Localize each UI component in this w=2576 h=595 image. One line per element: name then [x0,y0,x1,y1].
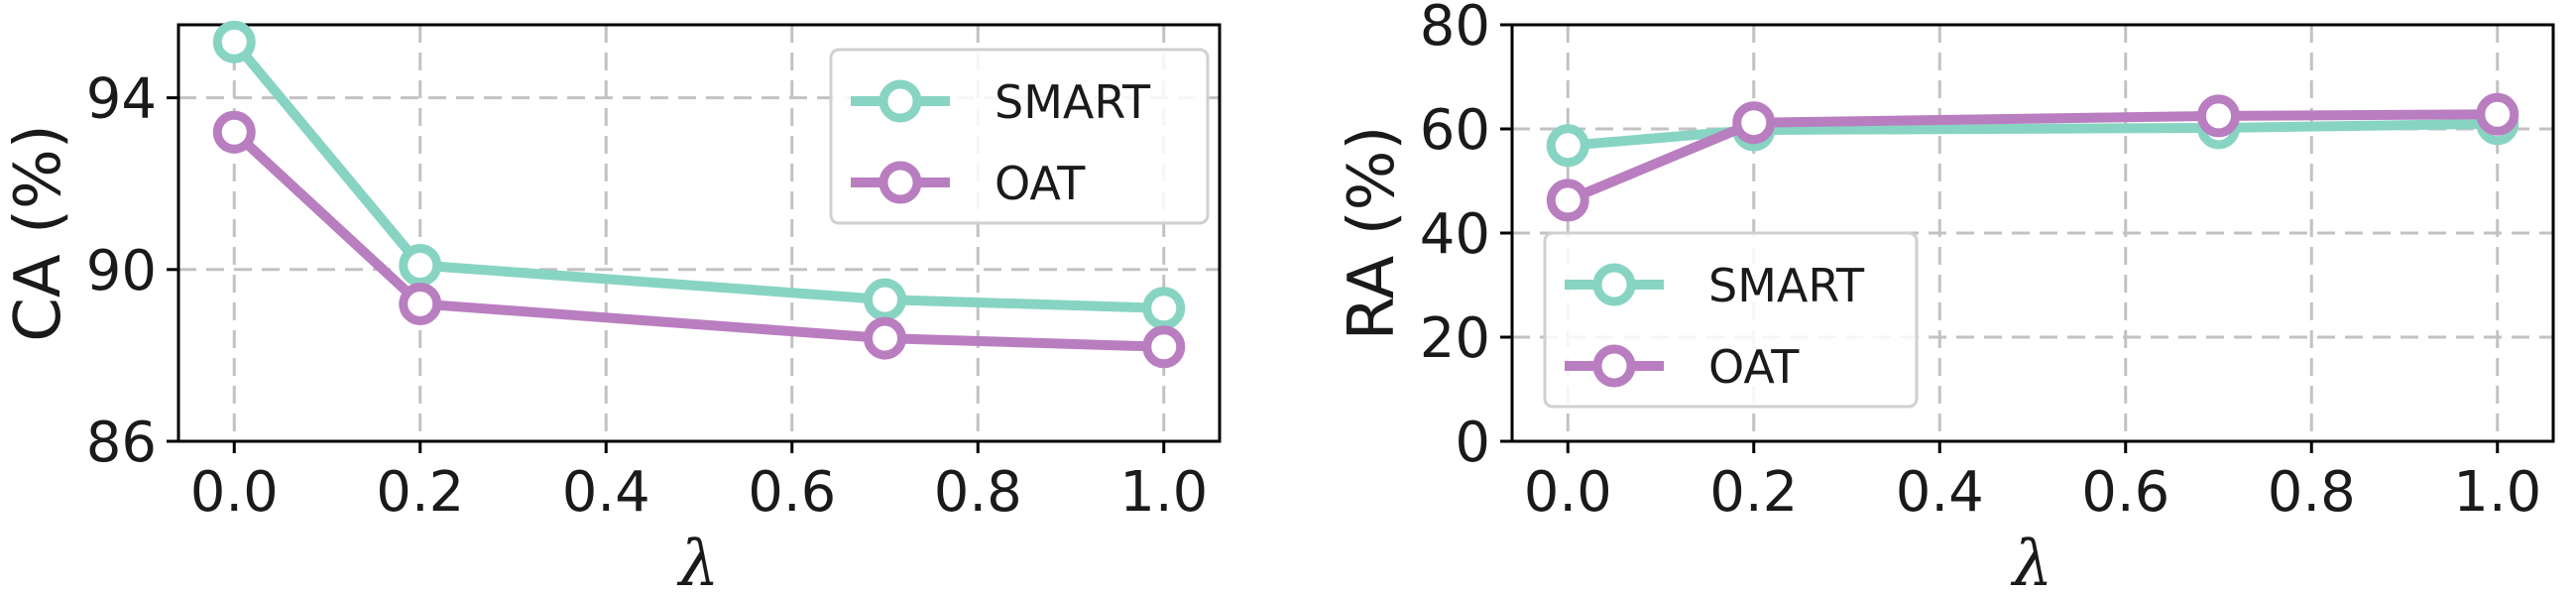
data-point-oat [1546,178,1589,222]
data-point-oat [2197,94,2240,138]
x-tick-label: 0.8 [2268,460,2356,525]
x-axis-label: λ [2010,528,2053,595]
y-tick-label: 90 [86,239,157,303]
x-tick-label: 1.0 [2453,460,2541,525]
x-tick-label: 0.4 [1896,460,1984,525]
y-tick-label: 0 [1455,411,1490,475]
y-tick-label: 60 [1420,98,1490,163]
data-point-oat [1732,101,1776,145]
x-tick-label: 0.2 [376,460,464,525]
data-point-smart [399,243,442,287]
y-tick-label: 20 [1420,306,1490,371]
legend-marker-smart [1592,263,1636,306]
y-axis-label: CA (%) [2,124,75,342]
series-line-smart [1567,118,2498,151]
x-axis-label: λ [676,528,720,595]
data-point-smart [212,20,256,63]
series-line-oat [230,128,1164,352]
legend-label-smart: SMART [995,75,1151,129]
y-axis-label: RA (%) [1336,126,1409,341]
x-tick-label: 0.8 [934,460,1022,525]
y-tick-label: 80 [1420,0,1490,59]
legend-marker-oat [1592,344,1636,388]
x-tick-label: 0.6 [2081,460,2169,525]
y-tick-label: 94 [86,67,157,132]
series-line-oat [1566,109,2498,205]
ra-chart: 0.0 0.2 0.4 0.6 0.8 1.0 0 20 40 60 80 λ RA (%) SMART O… [1336,0,2555,595]
y-tick-label: 86 [86,411,157,475]
data-point-oat [2476,92,2519,136]
data-point-oat [1142,325,1186,369]
x-tick-label: 0.2 [1709,460,1798,525]
legend-label-oat: OAT [1708,340,1800,394]
plot-frame [176,23,1222,443]
legend-marker-smart [878,79,922,123]
x-tick-label: 0.4 [562,460,650,525]
data-point-smart [864,278,906,321]
x-tick-label: 0.0 [1524,460,1612,525]
legend-label-smart: SMART [1708,259,1865,312]
y-tick-label: 40 [1420,202,1490,267]
data-point-oat [212,110,256,154]
legend-marker-oat [878,161,922,204]
data-point-oat [399,282,442,325]
x-tick-label: 1.0 [1119,460,1208,525]
data-point-oat [864,316,906,360]
legend-label-oat: OAT [995,157,1086,210]
ca-chart: 0.0 0.2 0.4 0.6 0.8 1.0 86 90 94 λ CA (%) SMART OAT [2,20,1222,595]
x-tick-label: 0.6 [748,460,836,525]
data-point-smart [1142,287,1186,330]
data-point-smart [1546,124,1589,168]
x-tick-label: 0.0 [190,460,279,525]
series-line-smart [230,39,1164,313]
